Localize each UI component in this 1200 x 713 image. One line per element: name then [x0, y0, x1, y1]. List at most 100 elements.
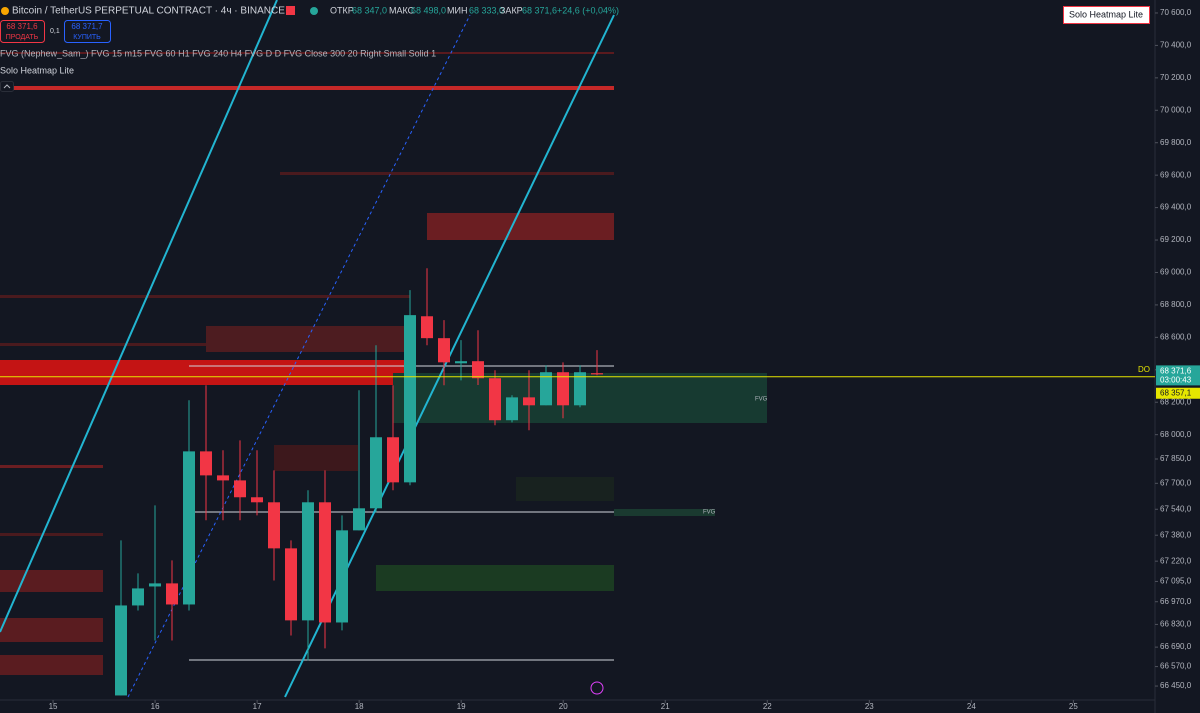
- buy-button[interactable]: [64, 20, 111, 43]
- candle-body: [132, 588, 144, 606]
- candle-body: [200, 451, 212, 476]
- price-axis: [1155, 0, 1200, 713]
- heatmap: FVG FVG: [0, 0, 768, 698]
- candle-body: [285, 548, 297, 621]
- heat-level: [0, 86, 614, 90]
- sell-label: ПРОДАТЬ: [6, 34, 39, 41]
- buy-label: КУПИТЬ: [73, 34, 101, 41]
- heat-level: [0, 343, 410, 346]
- indicator-legend[interactable]: Solo Heatmap Lite: [0, 65, 74, 75]
- ohlc-label: ОТКР: [330, 5, 354, 15]
- y-tick-label: 67 540,0: [1160, 504, 1192, 513]
- candle-body: [455, 361, 467, 364]
- y-tick-label: 66 570,0: [1160, 662, 1192, 671]
- heat-zone: [0, 570, 103, 592]
- candle-body: [183, 451, 195, 605]
- x-tick-label: 21: [661, 702, 670, 711]
- candle-body: [489, 378, 501, 421]
- candle-body: [574, 372, 586, 406]
- y-tick-label: 70 600,0: [1160, 8, 1192, 17]
- candle-body: [353, 508, 365, 531]
- candle-body: [370, 437, 382, 509]
- heat-zone: [0, 360, 410, 385]
- y-tick-label: 66 450,0: [1160, 681, 1192, 690]
- sell-button[interactable]: [0, 20, 45, 43]
- y-tick-label: 67 095,0: [1160, 577, 1192, 586]
- y-tick-label: 66 830,0: [1160, 620, 1192, 629]
- axes: 70 600,0 70 400,0 70 200,0 70 000,0 69 800,0…: [0, 8, 1200, 711]
- candle-body: [217, 475, 229, 481]
- candle-body: [387, 437, 399, 483]
- replay-icon[interactable]: [590, 681, 604, 695]
- fvg-label: FVG: [703, 510, 716, 516]
- fvg-zone: [614, 509, 715, 516]
- y-tick-label: 68 800,0: [1160, 300, 1192, 309]
- y-tick-label: 70 000,0: [1160, 105, 1192, 114]
- y-tick-label: 68 000,0: [1160, 430, 1192, 439]
- candle-body: [557, 372, 569, 406]
- fvg-zone: [376, 565, 614, 591]
- y-tick-label: 68 600,0: [1160, 332, 1192, 341]
- collapse-button[interactable]: [0, 81, 14, 92]
- x-tick-label: 16: [151, 702, 160, 711]
- ohlc-value: 68 333,0: [469, 5, 504, 15]
- candle-body: [149, 583, 161, 587]
- candle-body: [506, 397, 518, 421]
- flag-icon[interactable]: [286, 6, 295, 15]
- y-tick-label: 67 700,0: [1160, 478, 1192, 487]
- heat-zone: [206, 326, 410, 352]
- heat-zone: [0, 618, 103, 642]
- candle-body: [438, 338, 450, 363]
- ohlc-label: МИН: [447, 5, 467, 15]
- heatmap-button-label: Solo Heatmap Lite: [1069, 9, 1143, 19]
- x-tick-label: 19: [457, 702, 466, 711]
- candles: [115, 268, 603, 696]
- candle-body: [540, 372, 552, 406]
- heat-zone: [0, 655, 103, 675]
- fvg-zone: [516, 477, 614, 501]
- channel-midline: [127, 14, 471, 698]
- candle-body: [472, 361, 484, 379]
- ohlc-value: 68 347,0: [352, 5, 387, 15]
- y-tick-label: 67 380,0: [1160, 530, 1192, 539]
- candle-body: [404, 315, 416, 483]
- candle-body: [268, 502, 280, 549]
- heat-level: [0, 295, 410, 298]
- x-tick-label: 17: [253, 702, 262, 711]
- y-tick-label: 69 400,0: [1160, 203, 1192, 212]
- y-tick-label: 70 200,0: [1160, 73, 1192, 82]
- heatmap-button[interactable]: [1063, 6, 1150, 24]
- heat-zone: [427, 213, 614, 240]
- candle-body: [302, 502, 314, 621]
- candle-body: [421, 316, 433, 339]
- heat-level: [0, 52, 614, 54]
- y-tick-label: 68 200,0: [1160, 397, 1192, 406]
- daily-open-name: DO: [1138, 365, 1150, 374]
- ohlc-label: ЗАКР: [500, 5, 523, 15]
- heat-level: [0, 465, 103, 468]
- spread: 0,1: [50, 28, 60, 35]
- candle-body: [523, 397, 535, 406]
- collapse-icon: [3, 84, 11, 89]
- heat-level: [280, 172, 614, 175]
- time-axis: [0, 700, 1200, 713]
- y-tick-label: 70 400,0: [1160, 41, 1192, 50]
- change: +24,6 (+0,04%): [557, 5, 619, 15]
- heat-zone: [274, 445, 358, 471]
- x-tick-label: 25: [1069, 702, 1078, 711]
- candle-body: [166, 583, 178, 605]
- heat-level: [0, 533, 103, 536]
- x-tick-label: 23: [865, 702, 874, 711]
- fvg-label: FVG: [755, 397, 768, 403]
- candle-body: [336, 530, 348, 623]
- daily-open-tag: [1156, 387, 1200, 399]
- x-tick-label: 18: [355, 702, 364, 711]
- y-tick-label: 69 800,0: [1160, 138, 1192, 147]
- y-tick-label: 67 850,0: [1160, 454, 1192, 463]
- symbol-title: Bitcoin / TetherUS PERPETUAL CONTRACT · …: [12, 6, 285, 17]
- indicator-legend[interactable]: FVG (Nephew_Sam_) FVG 15 m15 FVG 60 H1 F…: [0, 48, 436, 58]
- x-tick-label: 22: [763, 702, 772, 711]
- candle-body: [234, 480, 246, 498]
- y-tick-label: 66 690,0: [1160, 642, 1192, 651]
